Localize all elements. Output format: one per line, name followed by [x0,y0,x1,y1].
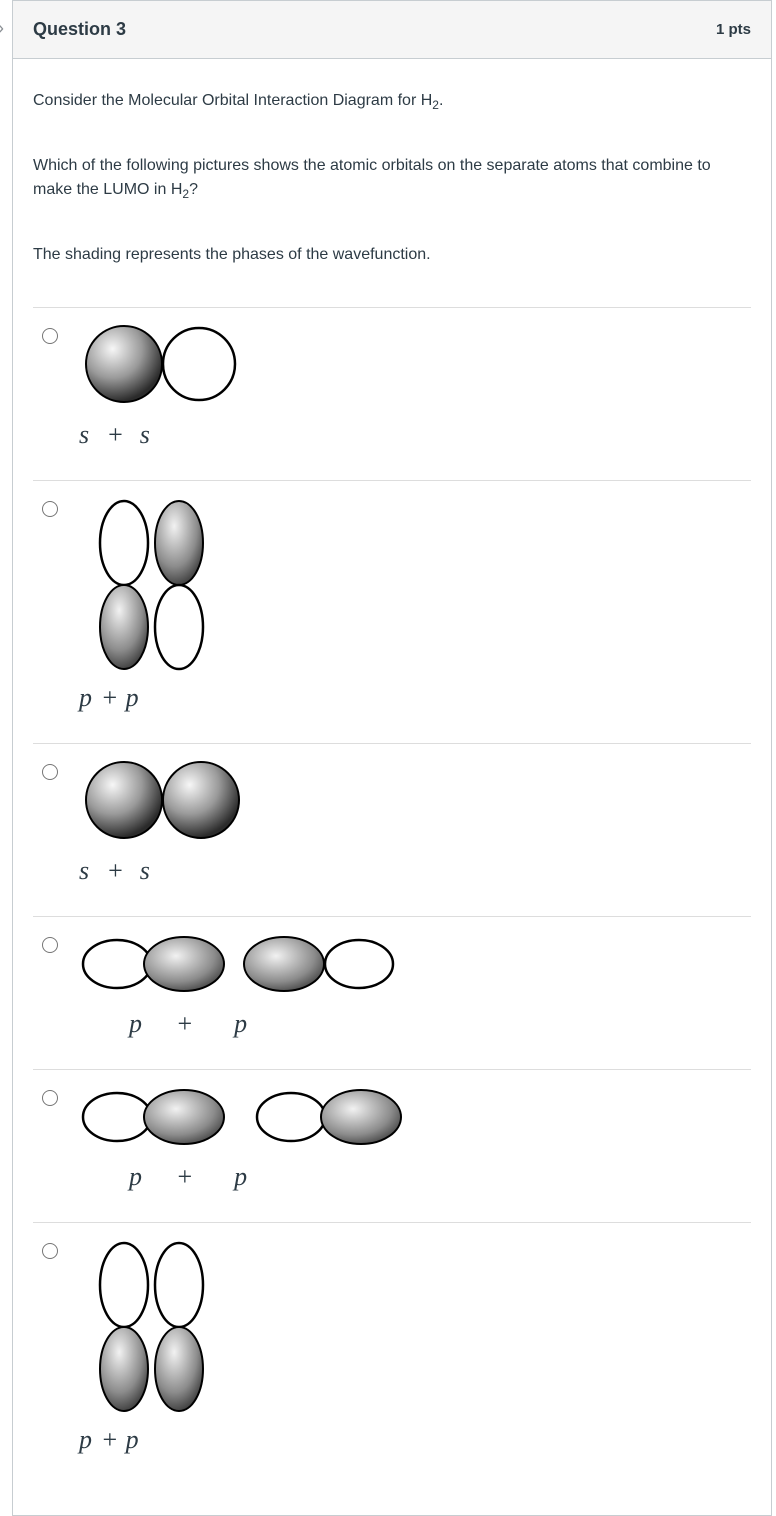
option-5-radio[interactable] [42,1090,58,1106]
orbital-p-vertical-same-icon [79,1237,219,1417]
question-points: 1 pts [716,21,751,38]
question-body: Consider the Molecular Orbital Interacti… [13,59,771,1515]
option-1[interactable]: s + s [33,307,751,480]
option-5-label: p + p [79,1162,409,1192]
option-1-figure: s + s [79,322,249,450]
option-3-figure: s + s [79,758,249,886]
orbital-p-horizontal-bonding-icon [79,931,409,1001]
stem-line-2: Which of the following pictures shows th… [33,154,751,203]
orbital-p-vertical-opposite-icon [79,495,219,675]
orbital-s-opposite-icon [79,322,249,412]
option-3[interactable]: s + s [33,743,751,916]
option-6-label: p + p [79,1425,219,1455]
option-5[interactable]: p + p [33,1069,751,1222]
question-stem: Consider the Molecular Orbital Interacti… [33,89,751,267]
option-4-radio[interactable] [42,937,58,953]
orbital-p-horizontal-same-icon [79,1084,409,1154]
option-5-figure: p + p [79,1084,409,1192]
option-3-label: s + s [79,856,249,886]
option-6-figure: p + p [79,1237,219,1455]
option-2[interactable]: p + p [33,480,751,743]
option-4[interactable]: p + p [33,916,751,1069]
option-3-radio[interactable] [42,764,58,780]
question-card: Question 3 1 pts Consider the Molecular … [12,0,772,1516]
question-title: Question 3 [33,19,126,40]
stem-line-1: Consider the Molecular Orbital Interacti… [33,89,751,114]
stem-line-3: The shading represents the phases of the… [33,243,751,267]
option-2-label: p + p [79,683,219,713]
option-4-label: p + p [79,1009,409,1039]
option-2-radio[interactable] [42,501,58,517]
orbital-s-same-icon [79,758,249,848]
chevron-right-icon: › [0,18,4,39]
answer-options: s + s [33,307,751,1485]
question-header: Question 3 1 pts [13,1,771,59]
option-2-figure: p + p [79,495,219,713]
option-6[interactable]: p + p [33,1222,751,1485]
option-4-figure: p + p [79,931,409,1039]
option-1-radio[interactable] [42,328,58,344]
option-6-radio[interactable] [42,1243,58,1259]
option-1-label: s + s [79,420,249,450]
